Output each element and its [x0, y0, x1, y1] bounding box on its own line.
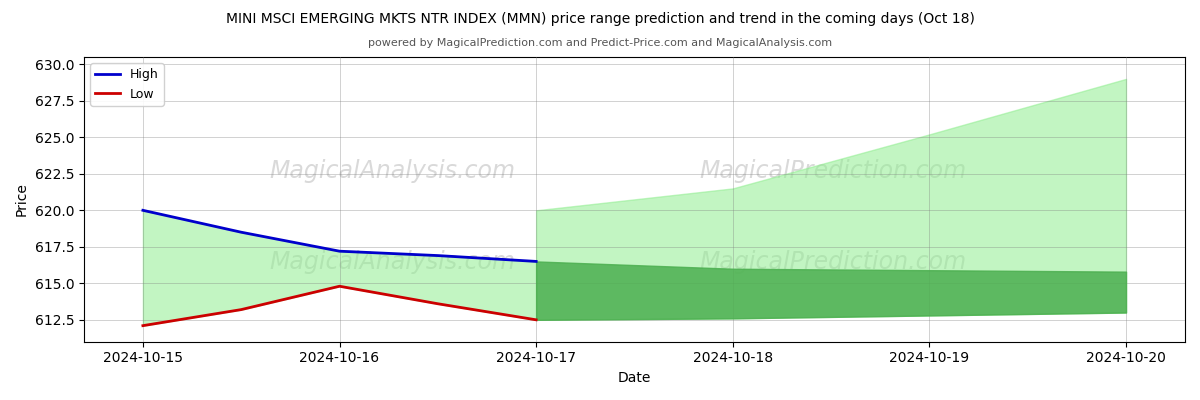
Text: powered by MagicalPrediction.com and Predict-Price.com and MagicalAnalysis.com: powered by MagicalPrediction.com and Pre… — [368, 38, 832, 48]
Y-axis label: Price: Price — [14, 182, 29, 216]
High — [136, 208, 150, 213]
High — [431, 253, 445, 258]
High — [529, 259, 544, 264]
X-axis label: Date: Date — [618, 371, 652, 385]
Line: Low: Low — [143, 286, 536, 326]
Low — [529, 318, 544, 322]
Text: MagicalAnalysis.com: MagicalAnalysis.com — [269, 159, 515, 183]
Low — [234, 307, 248, 312]
High — [234, 230, 248, 235]
Legend: High, Low: High, Low — [90, 63, 164, 106]
Low — [332, 284, 347, 289]
Text: MINI MSCI EMERGING MKTS NTR INDEX (MMN) price range prediction and trend in the : MINI MSCI EMERGING MKTS NTR INDEX (MMN) … — [226, 12, 974, 26]
Text: MagicalAnalysis.com: MagicalAnalysis.com — [269, 250, 515, 274]
Text: MagicalPrediction.com: MagicalPrediction.com — [700, 250, 966, 274]
Text: MagicalPrediction.com: MagicalPrediction.com — [700, 159, 966, 183]
Line: High: High — [143, 210, 536, 262]
Low — [431, 301, 445, 306]
Low — [136, 323, 150, 328]
High — [332, 249, 347, 254]
